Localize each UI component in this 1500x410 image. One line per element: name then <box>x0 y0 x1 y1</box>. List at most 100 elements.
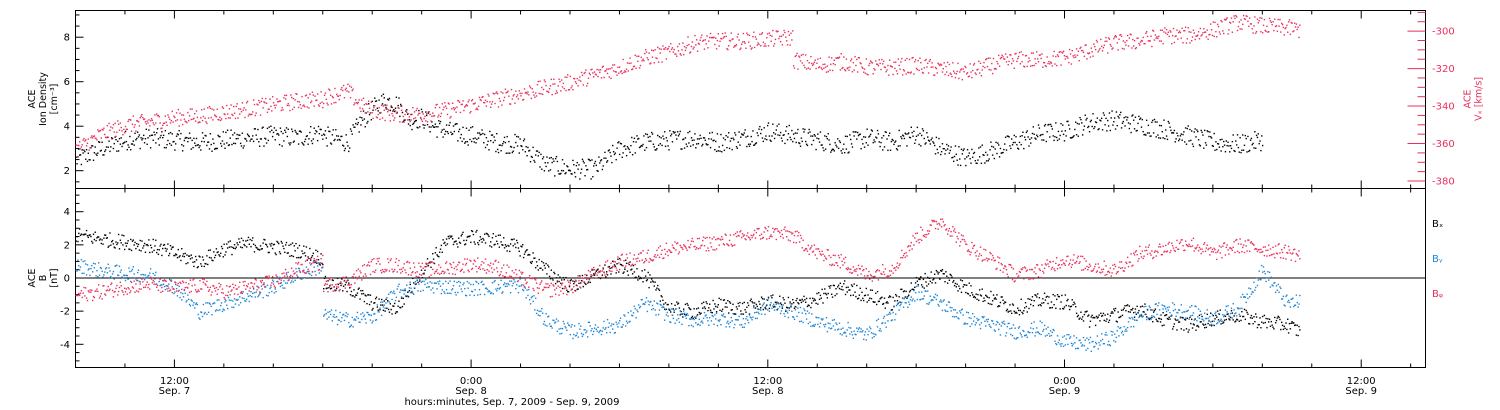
data-point <box>739 301 741 304</box>
data-point <box>182 253 185 255</box>
data-point <box>106 136 109 139</box>
data-point <box>576 77 578 80</box>
data-point <box>223 113 225 115</box>
data-point <box>98 239 101 241</box>
data-point <box>1252 322 1254 325</box>
data-point <box>168 118 171 120</box>
data-point <box>774 133 777 135</box>
data-point <box>872 73 874 75</box>
data-point <box>987 302 990 305</box>
data-point <box>490 103 493 105</box>
data-point <box>1093 127 1095 130</box>
data-point <box>1075 56 1077 58</box>
data-point <box>1196 325 1198 327</box>
data-point <box>1100 315 1103 317</box>
data-point <box>1131 309 1133 311</box>
data-point <box>663 308 666 310</box>
data-point <box>343 319 346 322</box>
data-point <box>235 138 237 140</box>
data-point <box>221 247 224 250</box>
data-point <box>1277 315 1279 318</box>
data-point <box>689 52 691 54</box>
data-point <box>598 156 600 158</box>
data-point <box>1169 30 1171 32</box>
data-point <box>903 137 906 140</box>
data-point <box>226 129 229 131</box>
data-point <box>260 138 263 140</box>
data-point <box>950 73 952 75</box>
data-point <box>416 107 418 110</box>
data-point <box>84 150 86 153</box>
data-point <box>563 163 565 165</box>
data-point <box>1201 34 1203 36</box>
data-point <box>518 285 520 287</box>
data-point <box>496 240 498 243</box>
data-point <box>434 252 437 254</box>
data-point <box>785 310 787 312</box>
data-point <box>1136 37 1138 39</box>
data-point <box>520 95 522 97</box>
data-point <box>263 283 265 285</box>
data-point <box>216 251 218 254</box>
data-point <box>927 276 929 279</box>
data-point <box>865 58 867 60</box>
data-point <box>605 157 607 159</box>
data-point <box>1158 35 1160 38</box>
data-point <box>243 145 245 147</box>
data-point <box>421 120 424 122</box>
data-point <box>1174 318 1176 320</box>
data-point <box>423 127 425 129</box>
data-point <box>273 292 276 294</box>
data-point <box>431 115 433 118</box>
data-point <box>758 128 760 130</box>
data-point <box>276 133 278 135</box>
data-point <box>710 311 713 314</box>
data-point <box>441 289 443 291</box>
data-point <box>935 67 938 70</box>
data-point <box>313 266 315 268</box>
data-point <box>126 148 128 151</box>
data-point <box>323 313 326 316</box>
data-point <box>319 128 321 131</box>
data-point <box>223 309 225 311</box>
data-point <box>398 97 400 99</box>
data-point <box>1183 30 1185 32</box>
data-point <box>399 306 401 309</box>
data-point <box>303 144 305 146</box>
data-point <box>513 146 515 149</box>
data-point <box>162 283 165 286</box>
data-point <box>807 132 810 134</box>
data-point <box>670 133 673 135</box>
data-point <box>127 120 129 123</box>
data-point <box>358 131 360 133</box>
data-point <box>123 274 125 276</box>
data-point <box>772 294 774 296</box>
data-point <box>536 150 539 152</box>
data-point <box>546 156 548 158</box>
data-point <box>790 306 792 308</box>
data-point <box>335 289 337 292</box>
data-point <box>1195 329 1197 331</box>
data-point <box>944 153 946 155</box>
data-point <box>149 120 152 122</box>
data-point <box>1096 317 1099 319</box>
data-point <box>909 72 912 74</box>
data-point <box>627 274 630 276</box>
data-point <box>292 141 295 143</box>
data-point <box>473 103 475 105</box>
data-point <box>236 103 238 105</box>
data-point <box>97 275 99 278</box>
data-point <box>809 68 811 70</box>
data-point <box>1009 145 1011 147</box>
data-point <box>122 277 124 279</box>
data-point <box>1246 311 1248 314</box>
data-point <box>657 288 660 290</box>
data-point <box>1282 26 1285 29</box>
data-point <box>159 136 161 139</box>
data-point <box>170 248 173 250</box>
data-point <box>326 102 328 104</box>
data-point <box>317 125 320 128</box>
data-point <box>99 266 102 269</box>
data-point <box>487 291 489 293</box>
data-point <box>245 138 247 140</box>
